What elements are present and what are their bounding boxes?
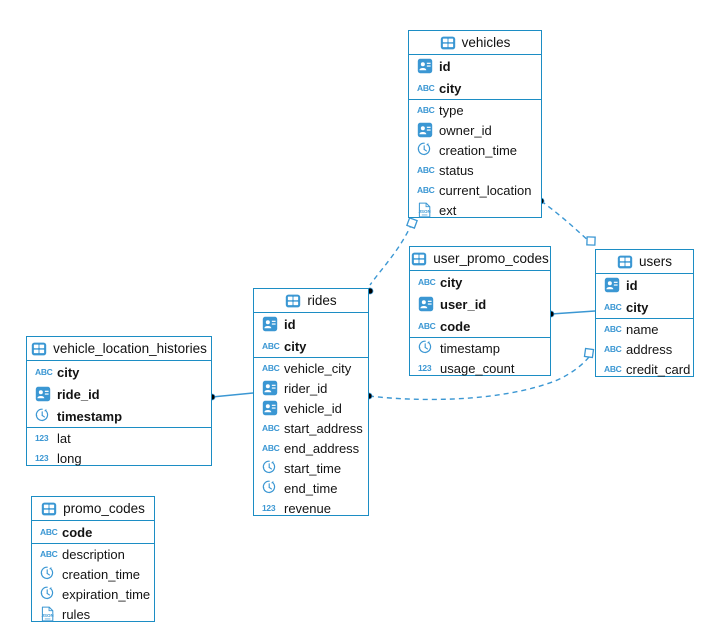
svg-text:JSON: JSON (42, 613, 54, 618)
svg-text:JSON: JSON (419, 209, 431, 214)
